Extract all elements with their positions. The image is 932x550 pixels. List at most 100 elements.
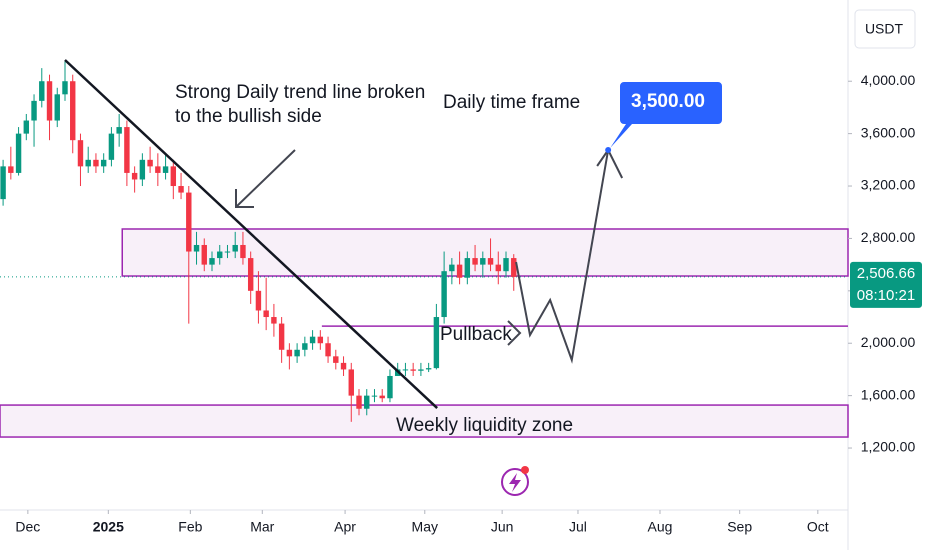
- last-price-badge: [850, 261, 922, 308]
- target-point: [605, 147, 612, 153]
- y-tick-label: 3,600.00: [861, 124, 916, 140]
- candle-body: [8, 166, 14, 173]
- candle-body: [472, 258, 478, 265]
- annotation: to the bullish side: [175, 106, 322, 127]
- pullback-arrow: [507, 320, 522, 346]
- lightning-icon[interactable]: [501, 466, 529, 496]
- candle-body: [495, 264, 501, 272]
- candle-body: [201, 244, 207, 265]
- candle-body: [511, 258, 517, 277]
- candle-body: [487, 258, 494, 265]
- candle-body: [410, 369, 416, 371]
- candle-body: [425, 368, 432, 370]
- candle-body: [302, 343, 308, 350]
- candle-body: [294, 349, 300, 357]
- candle-body: [139, 159, 146, 180]
- candle-body: [418, 369, 424, 371]
- candle-body: [54, 94, 60, 121]
- annotation: Weekly liquidity zone: [396, 415, 573, 436]
- candle-body: [379, 395, 385, 399]
- x-tick-label: 2025: [93, 519, 124, 535]
- candle-body: [100, 159, 107, 167]
- candle-body: [232, 244, 238, 252]
- annotation: Pullback: [440, 324, 512, 345]
- target-callout: [610, 82, 722, 148]
- candle-body: [240, 244, 246, 259]
- candle-body: [263, 310, 269, 318]
- candle-body: [31, 100, 37, 121]
- candle-body: [348, 369, 354, 396]
- y-tick-label: 1,600.00: [861, 386, 916, 402]
- candle-body: [62, 81, 68, 95]
- x-tick-label: Mar: [250, 519, 274, 535]
- candle-body: [333, 356, 339, 363]
- candle-body: [480, 258, 486, 265]
- candle-body: [131, 172, 138, 180]
- annotation-arrow: [235, 149, 296, 208]
- candle-body: [186, 192, 192, 252]
- candle-body: [93, 159, 99, 167]
- candle-body: [309, 336, 316, 344]
- x-tick-label: May: [412, 519, 438, 535]
- candle-body: [77, 140, 84, 167]
- candle-body: [162, 166, 169, 173]
- candle-body: [286, 349, 293, 357]
- candle-body: [371, 395, 378, 397]
- candle-body: [224, 251, 231, 253]
- candle-body: [449, 264, 455, 272]
- candle-body: [155, 166, 161, 173]
- candle-body: [433, 317, 440, 369]
- candle-body: [116, 127, 122, 134]
- candle-body: [217, 251, 223, 259]
- annotation: Daily time frame: [443, 92, 580, 113]
- candle-body: [193, 244, 200, 252]
- y-tick-label: 1,200.00: [861, 439, 916, 455]
- x-tick-label: Dec: [15, 519, 40, 535]
- candle-body: [271, 317, 277, 324]
- trendline: [64, 59, 439, 409]
- candle-body: [325, 343, 331, 357]
- candle-body: [170, 166, 177, 187]
- annotation: Strong Daily trend line broken: [175, 82, 425, 103]
- candle-body: [23, 120, 30, 134]
- candle-body: [247, 258, 254, 291]
- candle-body: [340, 362, 347, 370]
- candle-body: [402, 369, 409, 371]
- x-tick-label: Jul: [569, 519, 587, 535]
- icon-bolt: [509, 473, 521, 492]
- candle-body: [278, 323, 285, 350]
- y-tick-label: 3,200.00: [861, 177, 916, 193]
- icon-dot: [521, 466, 529, 474]
- candle-body: [0, 166, 6, 200]
- x-tick-label: Sep: [727, 519, 752, 535]
- target-label: 3,500.00: [631, 91, 705, 112]
- currency-box[interactable]: [854, 9, 916, 49]
- candle-body: [255, 290, 262, 311]
- x-tick-label: Oct: [807, 519, 829, 535]
- candle-body: [178, 186, 184, 193]
- candle-body: [70, 81, 76, 141]
- candle-body: [124, 127, 130, 173]
- candle-body: [317, 336, 324, 344]
- x-tick-label: Apr: [334, 519, 356, 535]
- candle-body: [147, 159, 153, 167]
- icon-ring: [501, 468, 529, 496]
- candle-body: [364, 395, 370, 409]
- candle-body: [108, 133, 115, 160]
- candle-body: [46, 81, 53, 121]
- candle-body: [456, 264, 463, 278]
- countdown: 08:10:21: [857, 287, 915, 304]
- x-tick-label: Feb: [178, 519, 202, 535]
- candle-body: [39, 81, 45, 101]
- candle-body: [15, 133, 22, 173]
- currency: USDT: [865, 21, 904, 37]
- candle-body: [441, 271, 447, 318]
- y-tick-label: 2,800.00: [861, 229, 916, 245]
- last-price-label: 2,506.66: [857, 265, 915, 282]
- candle-body: [464, 258, 471, 278]
- y-tick-label: 4,000.00: [861, 72, 916, 88]
- x-tick-label: Aug: [648, 519, 673, 535]
- candle-body: [209, 258, 215, 265]
- y-tick-label: 2,000.00: [861, 334, 916, 350]
